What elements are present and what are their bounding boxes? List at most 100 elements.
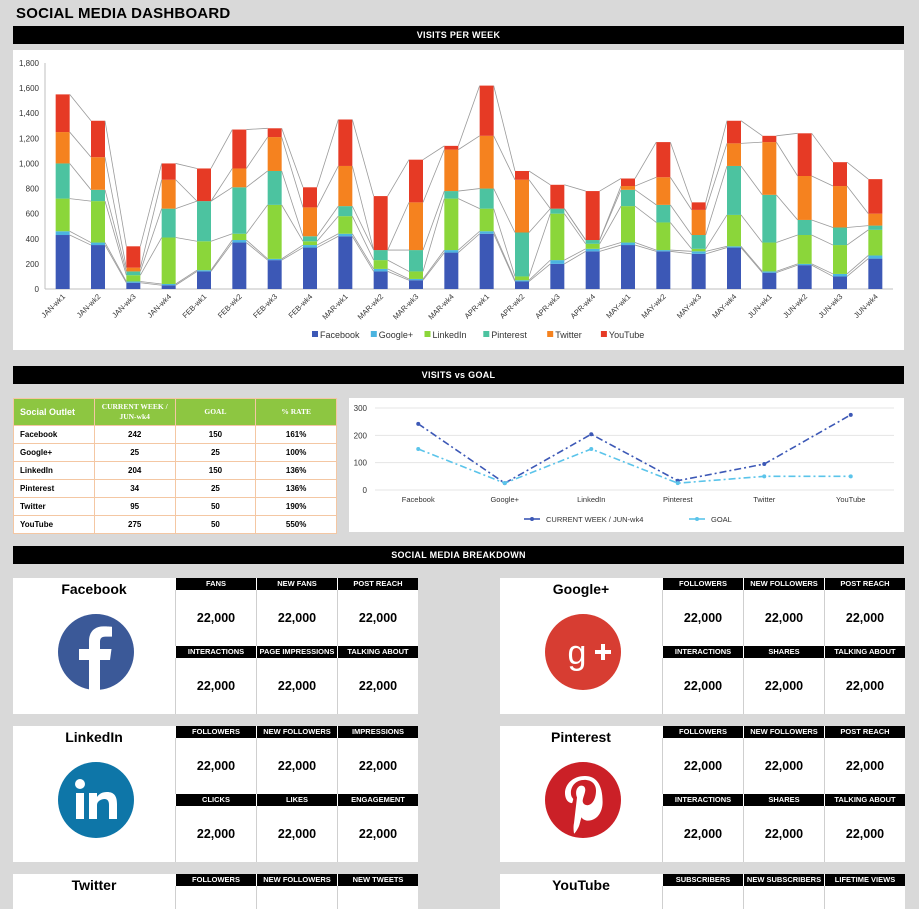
bar-youtube-mar-wk1: [338, 119, 353, 166]
bar-pinterest-may-wk3: [691, 235, 706, 249]
y-tick-label: 0: [363, 486, 368, 495]
legend-label: LinkedIn: [433, 330, 467, 340]
linkedin-logo-icon: [58, 762, 134, 838]
bar-linkedin-apr-wk1: [479, 208, 494, 232]
x-tick-label: JUN-wk3: [817, 292, 845, 320]
metric-label: FOLLOWERS: [175, 874, 256, 886]
series-lines-google-plus: [69, 230, 869, 285]
bar-twitter-apr-wk2: [515, 179, 529, 233]
bar-facebook-jan-wk3: [126, 282, 141, 289]
metric-new-followers: NEW FOLLOWERS 22,000: [743, 578, 824, 646]
metric-new-followers: NEW FOLLOWERS: [256, 874, 337, 909]
bar-facebook-jan-wk1: [55, 235, 70, 289]
bar-google-plus-feb-wk4: [303, 245, 317, 248]
table-cell: 25: [93, 443, 176, 462]
bar-facebook-mar-wk2: [373, 271, 388, 289]
metric-label: LIFETIME VIEWS: [824, 874, 905, 886]
legend-marker: [695, 517, 699, 521]
card-title: Google+: [552, 581, 610, 597]
bar-youtube-may-wk3: [691, 202, 706, 210]
metric-label: NEW FANS: [256, 578, 337, 590]
bar-linkedin-jan-wk3: [126, 275, 141, 282]
bar-google-plus-jan-wk2: [91, 242, 105, 246]
x-tick-label: MAR-wk1: [320, 292, 349, 321]
bar-google-plus-jun-wk3: [833, 273, 847, 277]
metric-post-reach: POST REACH 22,000: [824, 726, 905, 794]
page-title: SOCIAL MEDIA DASHBOARD: [16, 5, 231, 22]
bar-pinterest-feb-wk2: [232, 187, 247, 234]
bar-pinterest-jun-wk2: [797, 219, 812, 236]
table-row: YouTube 275 50 550%: [13, 515, 337, 534]
bar-youtube-apr-wk1: [479, 85, 494, 136]
metric-value: [824, 886, 905, 909]
bar-google-plus-feb-wk2: [232, 240, 247, 243]
svg-text:g: g: [568, 634, 587, 672]
bar-youtube-feb-wk1: [197, 168, 211, 202]
breakdown-card-facebook: Facebook FANS 22,000 NEW FANS 22,000 POST REA…: [13, 578, 418, 714]
bar-youtube-mar-wk3: [409, 159, 423, 203]
bar-youtube-jun-wk2: [797, 133, 812, 176]
table-cell: 136%: [255, 479, 337, 498]
y-tick-label: 1,800: [19, 59, 40, 68]
x-tick-label: FEB-wk2: [216, 292, 244, 320]
bar-google-plus-may-wk4: [727, 246, 741, 248]
table-cell: 150: [174, 461, 257, 480]
table-cell: 161%: [255, 425, 337, 444]
bar-google-plus-jun-wk1: [762, 271, 777, 273]
bar-pinterest-mar-wk4: [444, 191, 459, 199]
legend-label: GOAL: [711, 515, 732, 524]
metric-followers: FOLLOWERS 22,000: [175, 726, 256, 794]
card-title: Twitter: [71, 877, 117, 893]
metric-label: IMPRESSIONS: [337, 726, 418, 738]
card-title: Facebook: [61, 581, 127, 597]
y-tick-label: 600: [26, 210, 40, 219]
table-row: Pinterest 34 25 136%: [13, 479, 337, 498]
legend-label: Google+: [379, 330, 413, 340]
metric-interactions: INTERACTIONS 22,000: [662, 794, 743, 862]
y-tick-label: 300: [354, 404, 368, 413]
bar-facebook-apr-wk1: [479, 233, 494, 289]
visits-per-week-svg: 0 200 400 600 800 1,000 1,200 1,400 1,600 1,800 JA…: [19, 59, 893, 340]
metric-value: 22,000: [256, 590, 337, 646]
x-tick-label: Twitter: [753, 495, 776, 504]
bar-youtube-jan-wk1: [55, 94, 70, 133]
bar-facebook-apr-wk2: [515, 281, 529, 289]
bar-pinterest-feb-wk1: [197, 201, 211, 242]
breakdown-card-pinterest: Pinterest FOLLOWERS 22,000 NEW FOLLOWERS 22,…: [500, 726, 905, 862]
point-current-week-jun-wk4: [416, 421, 421, 426]
bar-google-plus-may-wk3: [691, 251, 706, 254]
metric-followers: FOLLOWERS 22,000: [662, 726, 743, 794]
metric-label: ENGAGEMENT: [337, 794, 418, 806]
bar-facebook-jun-wk1: [762, 272, 777, 289]
bar-linkedin-jun-wk1: [762, 242, 777, 272]
table-cell: 136%: [255, 461, 337, 480]
bar-pinterest-jan-wk4: [161, 208, 176, 238]
bar-facebook-mar-wk3: [409, 280, 423, 289]
metric-talking-about: TALKING ABOUT 22,000: [337, 646, 418, 714]
table-cell: Pinterest: [13, 479, 95, 498]
bar-youtube-jan-wk3: [126, 246, 141, 268]
bar-linkedin-may-wk3: [691, 248, 706, 252]
x-tick-label: MAY-wk1: [604, 292, 632, 320]
metric-new-followers: NEW FOLLOWERS 22,000: [743, 726, 824, 794]
metric-label: NEW FOLLOWERS: [743, 578, 824, 590]
bar-twitter-may-wk4: [727, 143, 741, 166]
section-header-visits-vs-goal: VISITS vs GOAL: [13, 366, 904, 384]
legend-label: Pinterest: [491, 330, 527, 340]
bar-google-plus-mar-wk1: [338, 233, 353, 237]
goal-table-header-social-outlet: Social Outlet: [13, 398, 95, 426]
bar-youtube-feb-wk3: [267, 128, 282, 138]
bar-facebook-apr-wk3: [550, 263, 565, 289]
x-tick-label: Facebook: [402, 495, 435, 504]
bar-pinterest-jun-wk4: [868, 225, 883, 230]
metric-value: 22,000: [337, 806, 418, 862]
y-tick-label: 1,600: [19, 84, 40, 93]
metric-value: 22,000: [662, 590, 743, 646]
bar-linkedin-jun-wk4: [868, 229, 883, 256]
point-goal: [762, 474, 767, 479]
metric-label: SHARES: [743, 794, 824, 806]
bar-linkedin-mar-wk4: [444, 198, 459, 251]
legend-item-facebook: Facebook: [312, 330, 360, 340]
metric-lifetime-views: LIFETIME VIEWS: [824, 874, 905, 909]
bar-pinterest-may-wk4: [727, 165, 741, 215]
